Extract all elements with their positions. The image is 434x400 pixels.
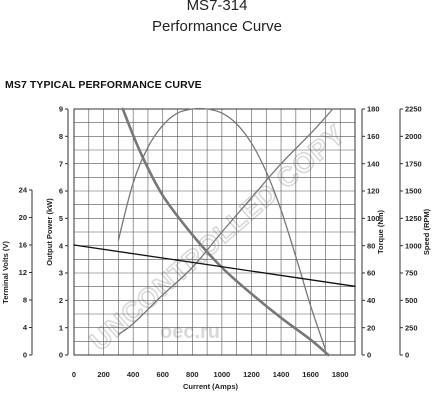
y-tick-label-volts: 24: [19, 186, 28, 195]
y-tick-label-torque: 20: [367, 323, 375, 332]
plot-frame: [73, 108, 356, 356]
y-tick-label-power: 5: [59, 214, 63, 223]
series-line-torque: [117, 108, 334, 336]
x-tick-label: 400: [127, 370, 140, 379]
x-tick-label: 1400: [273, 370, 290, 379]
y-tick-label-power: 4: [59, 241, 64, 250]
page-subtitle: Performance Curve: [151, 18, 283, 35]
y-tick-label-volts: 16: [19, 241, 27, 250]
y-tick-label-torque: 60: [367, 269, 375, 278]
y-axis-label-speed: Speed (RPM): [422, 208, 431, 255]
y-tick-label-speed: 0: [405, 351, 409, 360]
x-tick-label: 600: [156, 370, 169, 379]
y-tick-label-power: 7: [59, 159, 63, 168]
y-tick-label-speed: 1500: [405, 187, 422, 196]
y-tick-label-torque: 120: [367, 187, 380, 196]
chart-axes: [29, 108, 403, 356]
chart-axis-labels: 0 200 400 600 800 1000 1200 1400 1600 1800Current…: [1, 105, 431, 391]
page-title: MS7-314: [186, 0, 248, 14]
x-tick-label: 1200: [243, 370, 260, 379]
chart-series: [73, 107, 356, 357]
y-tick-label-power: 3: [59, 269, 63, 278]
y-tick-label-torque: 180: [367, 105, 380, 114]
y-tick-label-speed: 1250: [405, 214, 422, 223]
series-line-power: [117, 107, 327, 351]
y-tick-label-volts: 12: [19, 268, 27, 277]
y-tick-label-speed: 250: [405, 323, 418, 332]
y-tick-label-torque: 0: [367, 351, 371, 360]
y-tick-label-power: 8: [59, 132, 63, 141]
x-tick-label: 1600: [302, 370, 319, 379]
y-tick-label-volts: 4: [23, 323, 28, 332]
y-tick-label-torque: 160: [367, 132, 380, 141]
y-tick-label-speed: 750: [405, 269, 418, 278]
x-tick-label: 800: [186, 370, 199, 379]
y-tick-label-power: 9: [59, 105, 63, 114]
y-tick-label-volts: 0: [23, 351, 27, 360]
x-tick-label: 200: [97, 370, 110, 379]
y-tick-label-power: 1: [59, 323, 63, 332]
x-tick-label: 1000: [214, 370, 231, 379]
x-tick-label: 1800: [332, 370, 349, 379]
y-tick-label-speed: 1000: [405, 241, 422, 250]
series-line-speed: [121, 107, 330, 357]
chart-title: MS7 TYPICAL PERFORMANCE CURVE: [5, 79, 202, 91]
y-tick-label-volts: 8: [23, 296, 27, 305]
y-tick-label-power: 0: [59, 351, 63, 360]
y-axis-label-volts: Terminal Volts (V): [1, 241, 10, 304]
y-tick-label-speed: 2250: [405, 105, 422, 114]
watermark-logo: oec.ru: [160, 321, 220, 343]
y-tick-label-torque: 100: [367, 214, 380, 223]
y-tick-label-speed: 2000: [405, 132, 422, 141]
y-tick-label-speed: 1750: [405, 159, 422, 168]
y-tick-label-speed: 500: [405, 296, 418, 305]
y-tick-label-torque: 140: [367, 159, 380, 168]
series-line-volts: [73, 244, 356, 287]
y-tick-label-torque: 80: [367, 241, 375, 250]
y-tick-label-power: 2: [59, 296, 63, 305]
y-axis-label-torque: Torque (Nm): [376, 209, 385, 254]
x-axis-label: Current (Amps): [183, 382, 239, 391]
y-tick-label-power: 6: [59, 187, 63, 196]
y-tick-label-volts: 20: [19, 213, 27, 222]
x-tick-label: 0: [72, 370, 76, 379]
y-tick-label-torque: 40: [367, 296, 375, 305]
y-axis-label-power: Output Power (kW): [45, 198, 54, 266]
